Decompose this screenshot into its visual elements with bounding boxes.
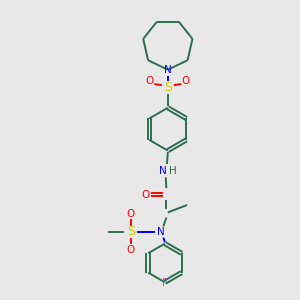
Text: S: S [164, 81, 172, 94]
Text: O: O [127, 209, 135, 219]
Text: O: O [127, 244, 135, 255]
Text: O: O [141, 190, 150, 200]
Text: N: N [157, 227, 164, 237]
Text: O: O [146, 76, 154, 86]
Text: O: O [182, 76, 190, 86]
Text: S: S [127, 225, 135, 238]
Text: H: H [169, 167, 177, 176]
Text: N: N [160, 167, 167, 176]
Text: N: N [164, 65, 172, 75]
Text: F: F [162, 278, 168, 288]
